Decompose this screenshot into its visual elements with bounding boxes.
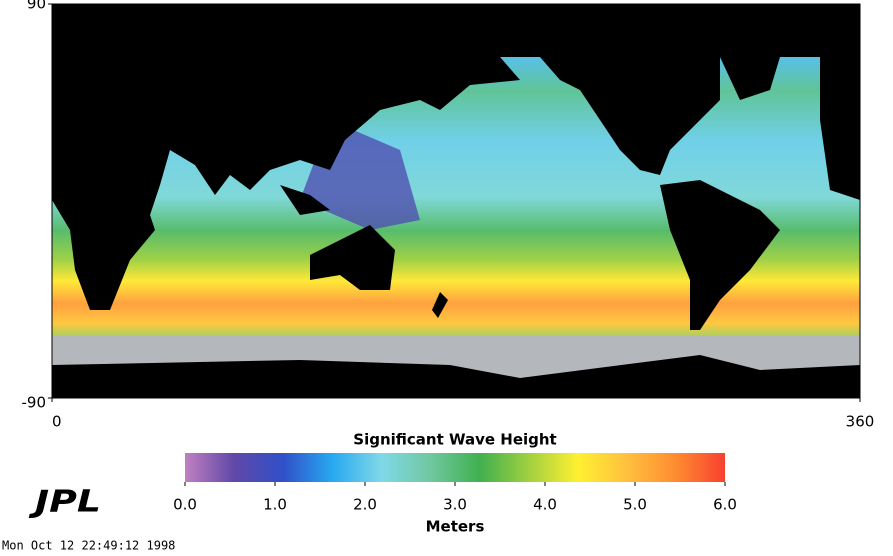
colorbar-tick-label: 0.0: [173, 496, 197, 514]
x-tick-label: 360: [846, 413, 875, 431]
colorbar-tick-label: 2.0: [353, 496, 377, 514]
colorbar-tick-label: 3.0: [443, 496, 467, 514]
colorbar-tick-label: 6.0: [713, 496, 737, 514]
timestamp: Mon Oct 12 22:49:12 1998: [2, 539, 175, 553]
x-tick-label: 0: [52, 413, 62, 431]
map: [52, 4, 860, 398]
colorbar-tick-label: 1.0: [263, 496, 287, 514]
colorbar-unit: Meters: [426, 518, 485, 536]
y-tick-label: -90: [22, 394, 47, 412]
colorbar-tick-label: 4.0: [533, 496, 557, 514]
colorbar: [185, 453, 725, 482]
colorbar-title: Significant Wave Height: [353, 431, 556, 449]
colorbar-tick-label: 5.0: [623, 496, 647, 514]
logo: JPL: [29, 485, 101, 520]
land: [52, 4, 860, 330]
antarctica: [52, 355, 860, 398]
map-frame: [51, 3, 861, 399]
y-tick-label: 90: [27, 0, 46, 13]
